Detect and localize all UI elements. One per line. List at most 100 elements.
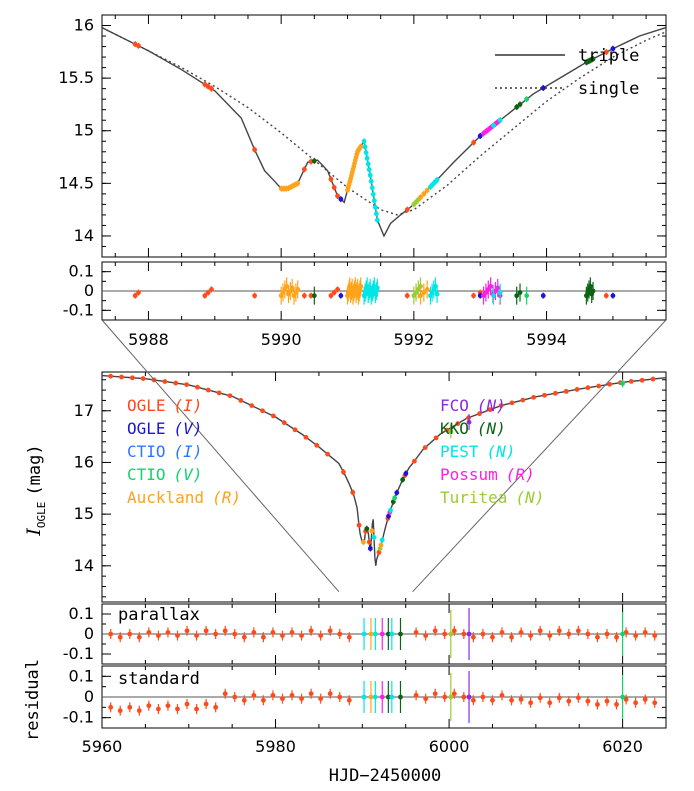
legend-entry-possum: Possum (R) <box>440 465 535 484</box>
ogle-i-point <box>238 398 244 403</box>
y-tick-label: 15.5 <box>58 68 94 87</box>
residual-point <box>127 631 133 637</box>
zoom-residual-point <box>517 290 523 295</box>
panel-frame <box>101 14 667 258</box>
residual-point <box>466 694 472 700</box>
residual-point <box>451 691 457 697</box>
residual-point <box>146 703 152 709</box>
y-tick-label: 15 <box>74 504 94 523</box>
ogle-i-point <box>498 403 504 408</box>
main-peak-point <box>388 507 393 513</box>
legend-entry-ctio: CTIO (V) <box>127 465 202 484</box>
x-tick-label: 5960 <box>82 737 123 756</box>
zoom-residual-point <box>540 293 546 299</box>
ogle-i-point <box>162 379 168 384</box>
legend-entry-turitea: Turitea (N) <box>440 488 544 507</box>
residual-point <box>451 628 457 634</box>
y-tick-label: 14.5 <box>58 173 94 192</box>
zoom-point <box>603 49 609 55</box>
residual-peak-point <box>361 694 367 700</box>
zoom-residual-point <box>252 293 258 299</box>
residual-point <box>308 628 314 634</box>
zoom-point <box>372 204 378 210</box>
residual-point <box>165 630 171 635</box>
zoom-point <box>421 191 427 197</box>
legend-name: PEST <box>440 442 479 461</box>
legend-filter: (N) <box>487 442 516 461</box>
legend-label-triple: triple <box>578 46 639 66</box>
residual-point <box>620 694 626 700</box>
main-peak-point <box>367 546 373 551</box>
residual-point <box>575 695 581 701</box>
residual-point <box>470 634 476 640</box>
residual-point <box>270 692 276 698</box>
zoom-point <box>301 166 307 172</box>
residual-point <box>566 698 572 704</box>
residual-point <box>528 633 534 638</box>
legend-filter: (V) <box>174 465 203 484</box>
legend-filter: (I) <box>174 396 203 415</box>
residual-point <box>623 697 629 702</box>
zoom-point <box>369 185 375 191</box>
y-tick-label: 0 <box>84 624 94 643</box>
residual-point <box>423 633 429 638</box>
standard-label: standard <box>118 669 200 689</box>
ogle-i-point <box>542 392 547 398</box>
residual-point <box>413 630 419 635</box>
residual-point <box>490 697 495 703</box>
zoom-point <box>373 211 379 217</box>
main-peak-point <box>392 495 398 501</box>
residual-point <box>528 700 534 706</box>
ylabel-sub: OGLE <box>35 502 48 529</box>
panel-frame <box>101 371 667 603</box>
residual-peak-point <box>372 694 378 700</box>
zoom-point <box>540 85 546 91</box>
ogle-i-point <box>487 407 493 413</box>
residual-point <box>194 633 199 638</box>
residual-point <box>127 704 133 710</box>
zoom-legend: triple single <box>495 46 639 99</box>
zoom-residual-point <box>424 287 430 292</box>
residual-point <box>175 633 180 638</box>
legend-name: FCO <box>440 396 469 415</box>
zoom-residual-point <box>308 293 314 299</box>
ogle-i-point <box>552 390 558 396</box>
residual-point <box>270 630 276 635</box>
y-tick-label: 17 <box>74 401 94 420</box>
residual-point <box>448 631 454 637</box>
ogle-i-point <box>444 427 450 433</box>
zoom-connector-right <box>412 319 667 593</box>
residual-point <box>213 631 219 637</box>
x-tick-label: 5992 <box>393 330 434 349</box>
residual-point <box>480 631 486 637</box>
model-curve-single <box>101 26 667 216</box>
ogle-i-point <box>216 390 222 396</box>
zoom-residual-point <box>514 293 520 299</box>
residual-point <box>642 630 648 635</box>
x-tick-label: 5990 <box>261 330 302 349</box>
zoom-residual-point <box>590 288 596 294</box>
parallax-residual-panel: 0.10-0.1 <box>63 603 667 665</box>
residual-point <box>620 631 626 637</box>
residual-point <box>289 692 295 698</box>
ogle-i-point <box>433 435 439 441</box>
ogle-i-point <box>195 384 200 390</box>
zoom-residual-point <box>491 293 496 299</box>
legend-entry-ogle: OGLE (I) <box>127 396 202 415</box>
ogle-i-point <box>270 413 276 419</box>
zoom-point <box>370 191 376 197</box>
residual-point <box>614 702 619 707</box>
residual-point <box>165 703 171 709</box>
residual-point <box>222 691 228 697</box>
residual-point <box>413 692 419 698</box>
ogle-i-point <box>563 388 569 394</box>
y-tick-label: 0 <box>84 687 94 706</box>
residual-point <box>537 628 543 634</box>
zoom-point <box>338 196 344 202</box>
main-point <box>620 380 626 386</box>
residual-point <box>156 706 161 712</box>
zoom-residual-point <box>338 293 344 299</box>
residual-point <box>448 694 454 700</box>
y-tick-label: -0.1 <box>63 300 94 319</box>
residual-point <box>499 630 505 635</box>
